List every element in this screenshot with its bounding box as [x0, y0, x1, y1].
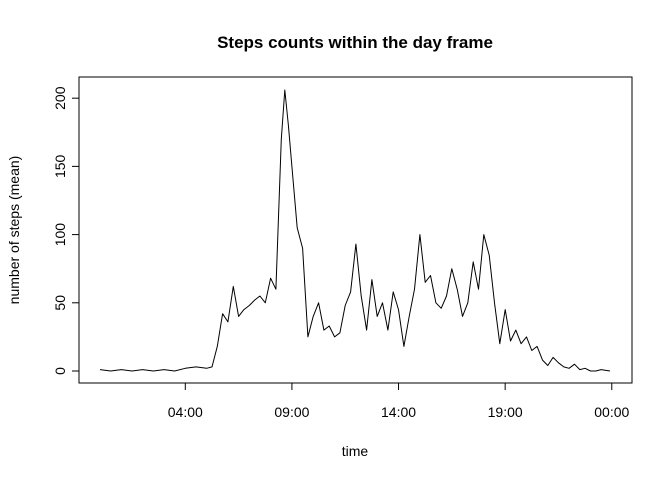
y-axis: 0 50 100 150 200 [52, 86, 80, 375]
y-axis-label: number of steps (mean) [6, 156, 22, 305]
y-tick-label: 50 [52, 295, 68, 311]
x-tick-label: 00:00 [594, 404, 629, 420]
y-tick-label: 0 [52, 367, 68, 375]
x-tick-label: 09:00 [274, 404, 309, 420]
x-axis-label: time [342, 443, 369, 459]
y-tick-label: 200 [52, 86, 68, 110]
plot-frame [78, 76, 633, 384]
x-axis: 04:00 09:00 14:00 19:00 00:00 [168, 382, 630, 420]
x-tick-label: 04:00 [168, 404, 203, 420]
y-tick-label: 150 [52, 154, 68, 178]
x-tick-label: 19:00 [488, 404, 523, 420]
steps-series-line [99, 89, 611, 372]
x-tick-label: 14:00 [381, 404, 416, 420]
chart-title: Steps counts within the day frame [217, 33, 493, 52]
y-tick-label: 100 [52, 223, 68, 247]
